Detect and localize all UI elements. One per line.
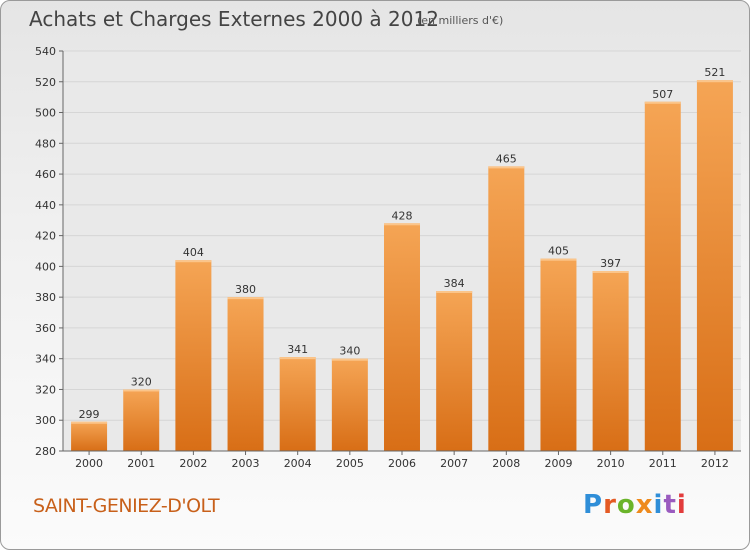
y-tick-label: 540	[35, 45, 56, 58]
bar-top-highlight	[696, 80, 733, 83]
y-tick-label: 400	[35, 260, 56, 273]
place-name: SAINT-GENIEZ-D'OLT	[33, 495, 220, 517]
x-tick-label-2010: 2010	[597, 457, 625, 470]
x-tick-label-2011: 2011	[649, 457, 677, 470]
value-label-2010: 397	[600, 257, 621, 270]
bar-2003	[227, 297, 264, 451]
bar-2009	[540, 258, 577, 451]
x-tick-label-2009: 2009	[544, 457, 572, 470]
bar-2000	[71, 421, 108, 451]
y-tick-label: 420	[35, 230, 56, 243]
value-label-2004: 341	[287, 343, 308, 356]
x-tick-label-2004: 2004	[284, 457, 312, 470]
x-tick-label-2003: 2003	[232, 457, 260, 470]
value-label-2009: 405	[548, 245, 569, 258]
bar-2004	[279, 357, 316, 451]
x-tick-label-2001: 2001	[127, 457, 155, 470]
value-label-2003: 380	[235, 283, 256, 296]
logo-letter: P	[583, 490, 604, 520]
value-label-2011: 507	[652, 88, 673, 101]
value-label-2006: 428	[392, 209, 413, 222]
y-tick-label: 380	[35, 291, 56, 304]
logo-letter: o	[616, 490, 636, 520]
x-tick-label-2007: 2007	[440, 457, 468, 470]
proxiti-logo: Proxiti	[583, 490, 687, 520]
logo-letter: r	[603, 490, 617, 520]
bar-top-highlight	[331, 358, 368, 361]
logo-letter: t	[663, 490, 677, 520]
bar-2006	[384, 223, 420, 451]
bar-top-highlight	[644, 101, 681, 104]
bar-2011	[644, 101, 681, 452]
bar-top-highlight	[227, 297, 264, 300]
y-tick-label: 300	[35, 414, 56, 427]
y-tick-label: 500	[35, 107, 56, 120]
value-label-2005: 340	[339, 345, 360, 358]
bar-top-highlight	[175, 260, 212, 263]
bar-top-highlight	[279, 357, 316, 360]
bar-2010	[592, 271, 629, 451]
chart-subtitle: (en milliers d'€)	[417, 14, 504, 27]
logo-letter: x	[635, 490, 654, 520]
logo-letter: i	[676, 490, 687, 520]
x-tick-label-2002: 2002	[179, 457, 207, 470]
bar-top-highlight	[592, 271, 629, 273]
x-tick-label-2012: 2012	[701, 457, 729, 470]
y-tick-label: 360	[35, 322, 56, 335]
y-tick-label: 480	[35, 137, 56, 150]
bar-top-highlight	[71, 421, 108, 424]
x-tick-label-2005: 2005	[336, 457, 364, 470]
value-label-2002: 404	[183, 246, 204, 259]
y-tick-label: 440	[35, 199, 56, 212]
x-tick-label-2000: 2000	[75, 457, 103, 470]
y-tick-label: 340	[35, 353, 56, 366]
bar-top-highlight	[436, 291, 473, 293]
bar-2002	[175, 260, 212, 451]
bar-top-highlight	[540, 258, 577, 261]
x-tick-label-2006: 2006	[388, 457, 416, 470]
bar-2005	[331, 358, 368, 451]
bar-2007	[436, 291, 473, 451]
bar-top-highlight	[123, 389, 160, 392]
x-tick-label-2008: 2008	[492, 457, 520, 470]
logo-letter: i	[653, 490, 664, 520]
value-label-2001: 320	[131, 375, 152, 388]
bar-2012	[696, 80, 733, 451]
y-tick-label: 280	[35, 445, 56, 458]
value-label-2008: 465	[496, 152, 517, 165]
value-label-2012: 521	[704, 66, 725, 79]
value-label-2000: 299	[79, 408, 100, 421]
bar-top-highlight	[384, 223, 420, 226]
bar-top-highlight	[488, 166, 525, 169]
y-tick-label: 520	[35, 76, 56, 89]
value-label-2007: 384	[444, 277, 465, 290]
y-tick-label: 320	[35, 383, 56, 396]
bar-2001	[123, 389, 160, 451]
chart-title: Achats et Charges Externes 2000 à 2012	[29, 7, 439, 31]
y-tick-label: 460	[35, 168, 56, 181]
bar-2008	[488, 166, 525, 451]
